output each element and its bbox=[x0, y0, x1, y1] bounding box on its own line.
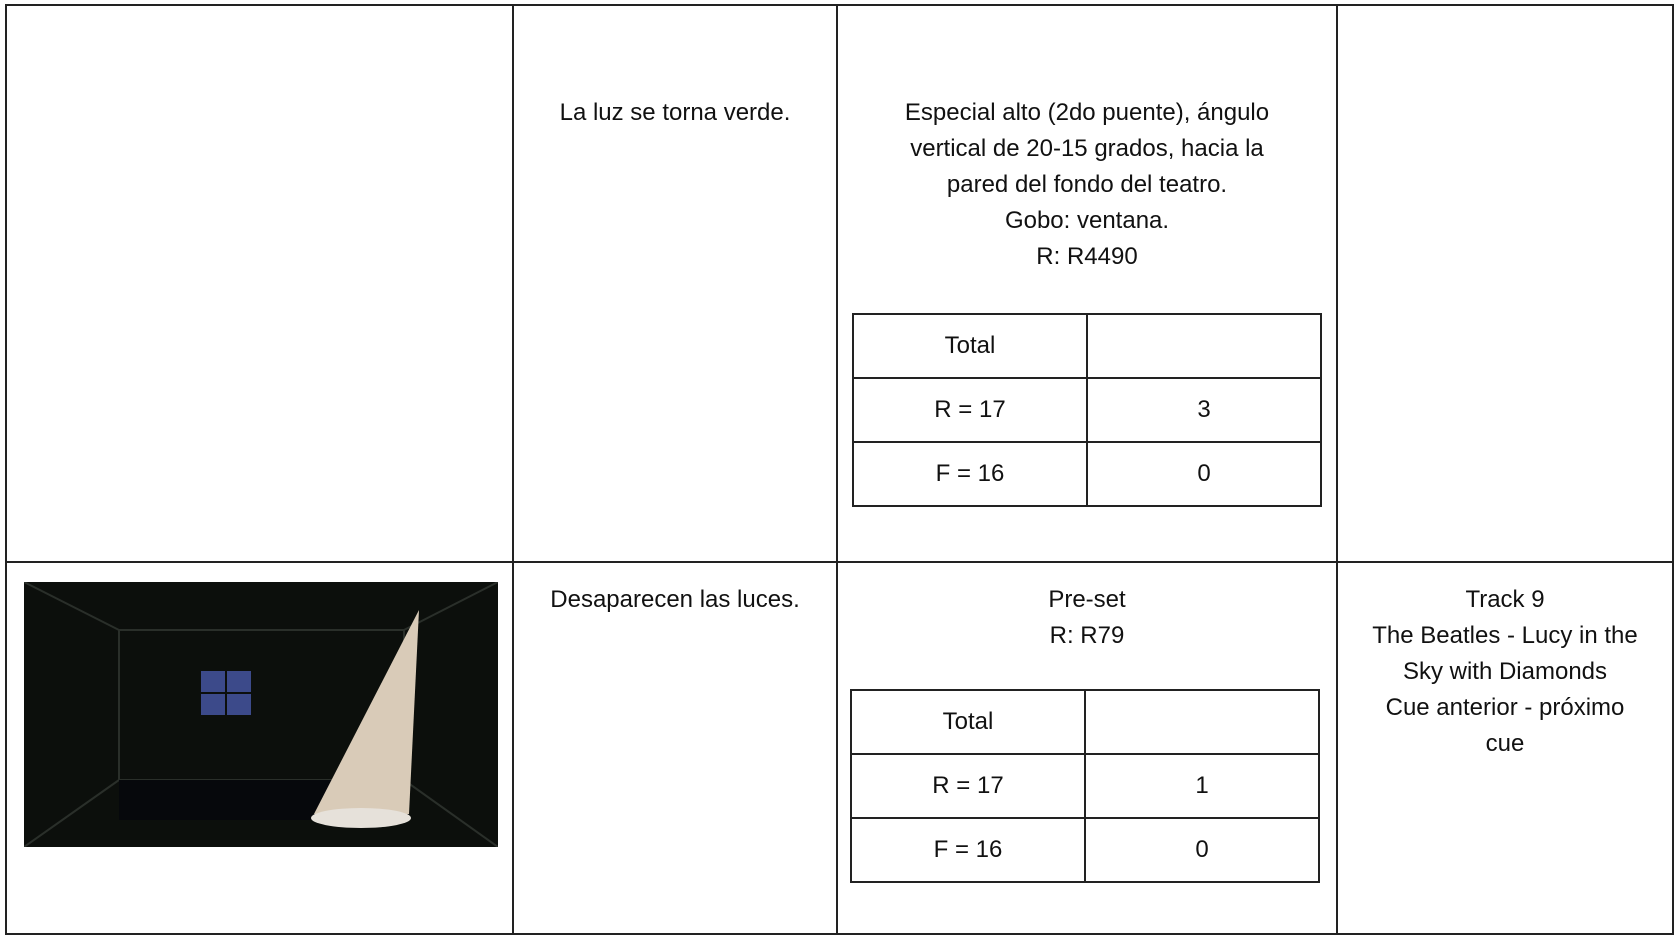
description-text: Desaparecen las luces. bbox=[550, 586, 800, 613]
lighting-line: Especial alto (2do puente), ángulo bbox=[904, 99, 1270, 126]
levels-label: R = 17 bbox=[850, 753, 1086, 819]
levels-header: Total bbox=[852, 313, 1088, 379]
levels-value: 3 bbox=[1086, 377, 1322, 443]
lighting-line: vertical de 20-15 grados, hacia la bbox=[910, 135, 1264, 162]
stage-render bbox=[24, 582, 498, 847]
levels-cell bbox=[1084, 689, 1320, 755]
border bbox=[5, 4, 1673, 6]
border bbox=[1336, 4, 1338, 935]
border bbox=[1672, 4, 1674, 935]
levels-header: Total bbox=[850, 689, 1086, 755]
border bbox=[5, 933, 1673, 935]
border bbox=[836, 4, 838, 935]
lighting-notes: Pre-set R: R79 bbox=[838, 582, 1336, 654]
description-text: La luz se torna verde. bbox=[559, 99, 791, 126]
sound-line: cue bbox=[1485, 730, 1525, 757]
border bbox=[5, 4, 7, 935]
lighting-line: Pre-set bbox=[1048, 586, 1126, 613]
levels-table: Total R = 17 3 F = 16 0 bbox=[852, 313, 1322, 507]
lighting-line: Gobo: ventana. bbox=[1004, 207, 1170, 234]
sound-line: Sky with Diamonds bbox=[1402, 658, 1608, 685]
levels-label: F = 16 bbox=[850, 817, 1086, 883]
levels-label: R = 17 bbox=[852, 377, 1088, 443]
levels-value: 0 bbox=[1086, 441, 1322, 507]
border bbox=[512, 4, 514, 935]
sound-line: Track 9 bbox=[1465, 586, 1545, 613]
lighting-line: R: R79 bbox=[1049, 622, 1125, 649]
lighting-line: pared del fondo del teatro. bbox=[946, 171, 1228, 198]
description: Desaparecen las luces. bbox=[514, 582, 836, 618]
levels-value: 1 bbox=[1084, 753, 1320, 819]
levels-table: Total R = 17 1 F = 16 0 bbox=[850, 689, 1320, 883]
levels-cell bbox=[1086, 313, 1322, 379]
description: La luz se torna verde. bbox=[514, 95, 836, 131]
lighting-notes: Especial alto (2do puente), ángulo verti… bbox=[838, 95, 1336, 275]
border bbox=[5, 561, 1673, 563]
lighting-line: R: R4490 bbox=[1036, 243, 1138, 270]
levels-label: F = 16 bbox=[852, 441, 1088, 507]
sound-notes: Track 9 The Beatles - Lucy in the Sky wi… bbox=[1338, 582, 1672, 762]
levels-value: 0 bbox=[1084, 817, 1320, 883]
sound-line: Cue anterior - próximo bbox=[1385, 694, 1625, 721]
sound-line: The Beatles - Lucy in the bbox=[1372, 622, 1638, 649]
